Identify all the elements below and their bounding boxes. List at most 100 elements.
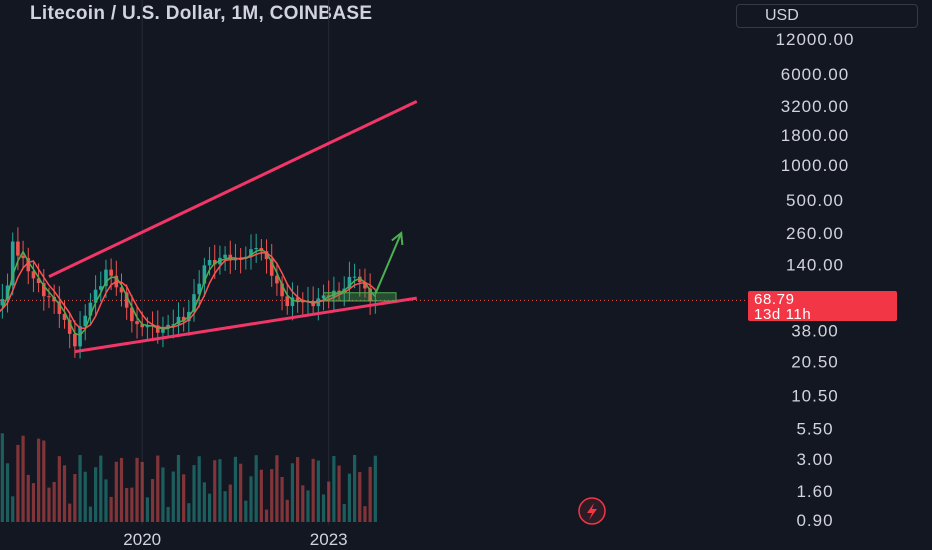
volume-bar xyxy=(223,491,227,522)
candle-body xyxy=(202,265,207,284)
volume-bar xyxy=(192,465,196,522)
volume-bar xyxy=(73,473,77,522)
volume-bar xyxy=(332,456,336,522)
currency-selector[interactable]: USD xyxy=(736,4,918,28)
volume-bar xyxy=(135,457,139,522)
candle-body xyxy=(73,333,77,347)
candle-body xyxy=(275,275,279,284)
grid-lines xyxy=(0,0,745,525)
candle-body xyxy=(83,315,88,327)
volume-bar xyxy=(259,469,263,522)
volume-bar xyxy=(88,506,93,522)
y-tick-label: 1800.00 xyxy=(781,126,849,145)
volume-bar xyxy=(176,455,181,522)
volume-bar xyxy=(368,466,372,522)
volume-bar xyxy=(213,460,217,522)
volume-bar xyxy=(21,435,25,522)
volume-bar xyxy=(109,496,113,522)
volume-bar xyxy=(316,460,320,522)
chart-title: Litecoin / U.S. Dollar, 1M, COINBASE xyxy=(30,3,373,24)
candle-body xyxy=(140,324,145,328)
candle-body xyxy=(223,254,227,258)
candle-body xyxy=(93,289,98,303)
candle-body xyxy=(269,259,274,276)
volume-bar xyxy=(94,467,98,522)
volume-bar xyxy=(202,482,206,522)
candle-body xyxy=(36,278,41,284)
y-tick-label: 38.00 xyxy=(791,321,839,340)
y-tick-label: 0.90 xyxy=(796,511,833,530)
candle-body xyxy=(176,316,181,325)
candle-body xyxy=(280,283,284,297)
candle-body xyxy=(5,285,10,300)
candle-body xyxy=(10,241,15,286)
arrow-head xyxy=(391,231,404,246)
lightning-icon xyxy=(578,497,606,525)
volume-bar xyxy=(290,463,295,522)
candle-body xyxy=(124,292,129,308)
candle-body xyxy=(31,271,36,279)
y-tick-label: 10.50 xyxy=(791,387,839,406)
candle-body xyxy=(295,297,300,302)
volume-bar xyxy=(171,471,175,522)
candle-body xyxy=(67,319,72,334)
moving-average-line xyxy=(0,248,376,337)
last-price-label: 68.79 13d 11h xyxy=(748,291,897,323)
volume-bar xyxy=(218,459,222,522)
volume-bar xyxy=(358,472,362,522)
candle-body xyxy=(249,249,253,257)
candle-body xyxy=(363,282,367,289)
candle-body xyxy=(347,276,352,289)
volume-bar xyxy=(47,487,51,522)
volume-bar xyxy=(119,457,124,522)
volume-bar xyxy=(296,457,300,522)
projection-arrow xyxy=(374,232,403,295)
candle-body xyxy=(42,283,46,297)
volume-bar xyxy=(321,494,326,522)
candle-body xyxy=(181,316,186,322)
candle-body xyxy=(197,283,201,295)
volume-bar xyxy=(233,456,238,522)
volume-bar xyxy=(37,438,41,522)
candle-body xyxy=(285,296,290,307)
volume-bar xyxy=(57,456,61,522)
volume-bar xyxy=(99,455,103,522)
candle-body xyxy=(254,248,258,250)
y-tick-label: 3.00 xyxy=(796,450,833,469)
volume-bar xyxy=(83,471,87,522)
volume-bar xyxy=(244,500,248,522)
volume-bar xyxy=(16,444,20,522)
volume-bar xyxy=(353,455,357,522)
candle-body xyxy=(368,288,372,302)
candle-body xyxy=(161,327,165,333)
x-axis: 2020 2023 xyxy=(123,530,347,549)
candle-body xyxy=(26,258,31,272)
volume-bar xyxy=(140,461,144,522)
y-tick-label: 1000.00 xyxy=(781,156,849,175)
candle-body xyxy=(212,260,217,265)
candle-body xyxy=(155,325,160,333)
candle-body xyxy=(78,326,82,347)
volume-bar xyxy=(347,473,352,522)
y-tick-label: 140.00 xyxy=(786,255,844,274)
candle-body xyxy=(130,307,134,322)
volume-bar xyxy=(285,499,289,522)
candle-body xyxy=(301,301,305,303)
volume-bar xyxy=(11,496,15,522)
bar-countdown: 13d 11h xyxy=(754,306,812,323)
volume-bar xyxy=(130,487,134,522)
candle-body xyxy=(135,321,139,325)
y-tick-label: 3200.00 xyxy=(781,97,849,116)
volume-bar xyxy=(306,490,310,522)
y-tick-label: 260.00 xyxy=(786,224,844,243)
volume-bar xyxy=(270,469,274,522)
volume-bar xyxy=(275,455,279,522)
volume-bar xyxy=(228,484,232,522)
volume-bar xyxy=(363,506,367,522)
volume-bar xyxy=(301,485,305,522)
volume-bar xyxy=(373,455,377,522)
volume-bar xyxy=(68,503,72,522)
candle-body xyxy=(47,296,51,298)
candlesticks xyxy=(0,227,378,359)
